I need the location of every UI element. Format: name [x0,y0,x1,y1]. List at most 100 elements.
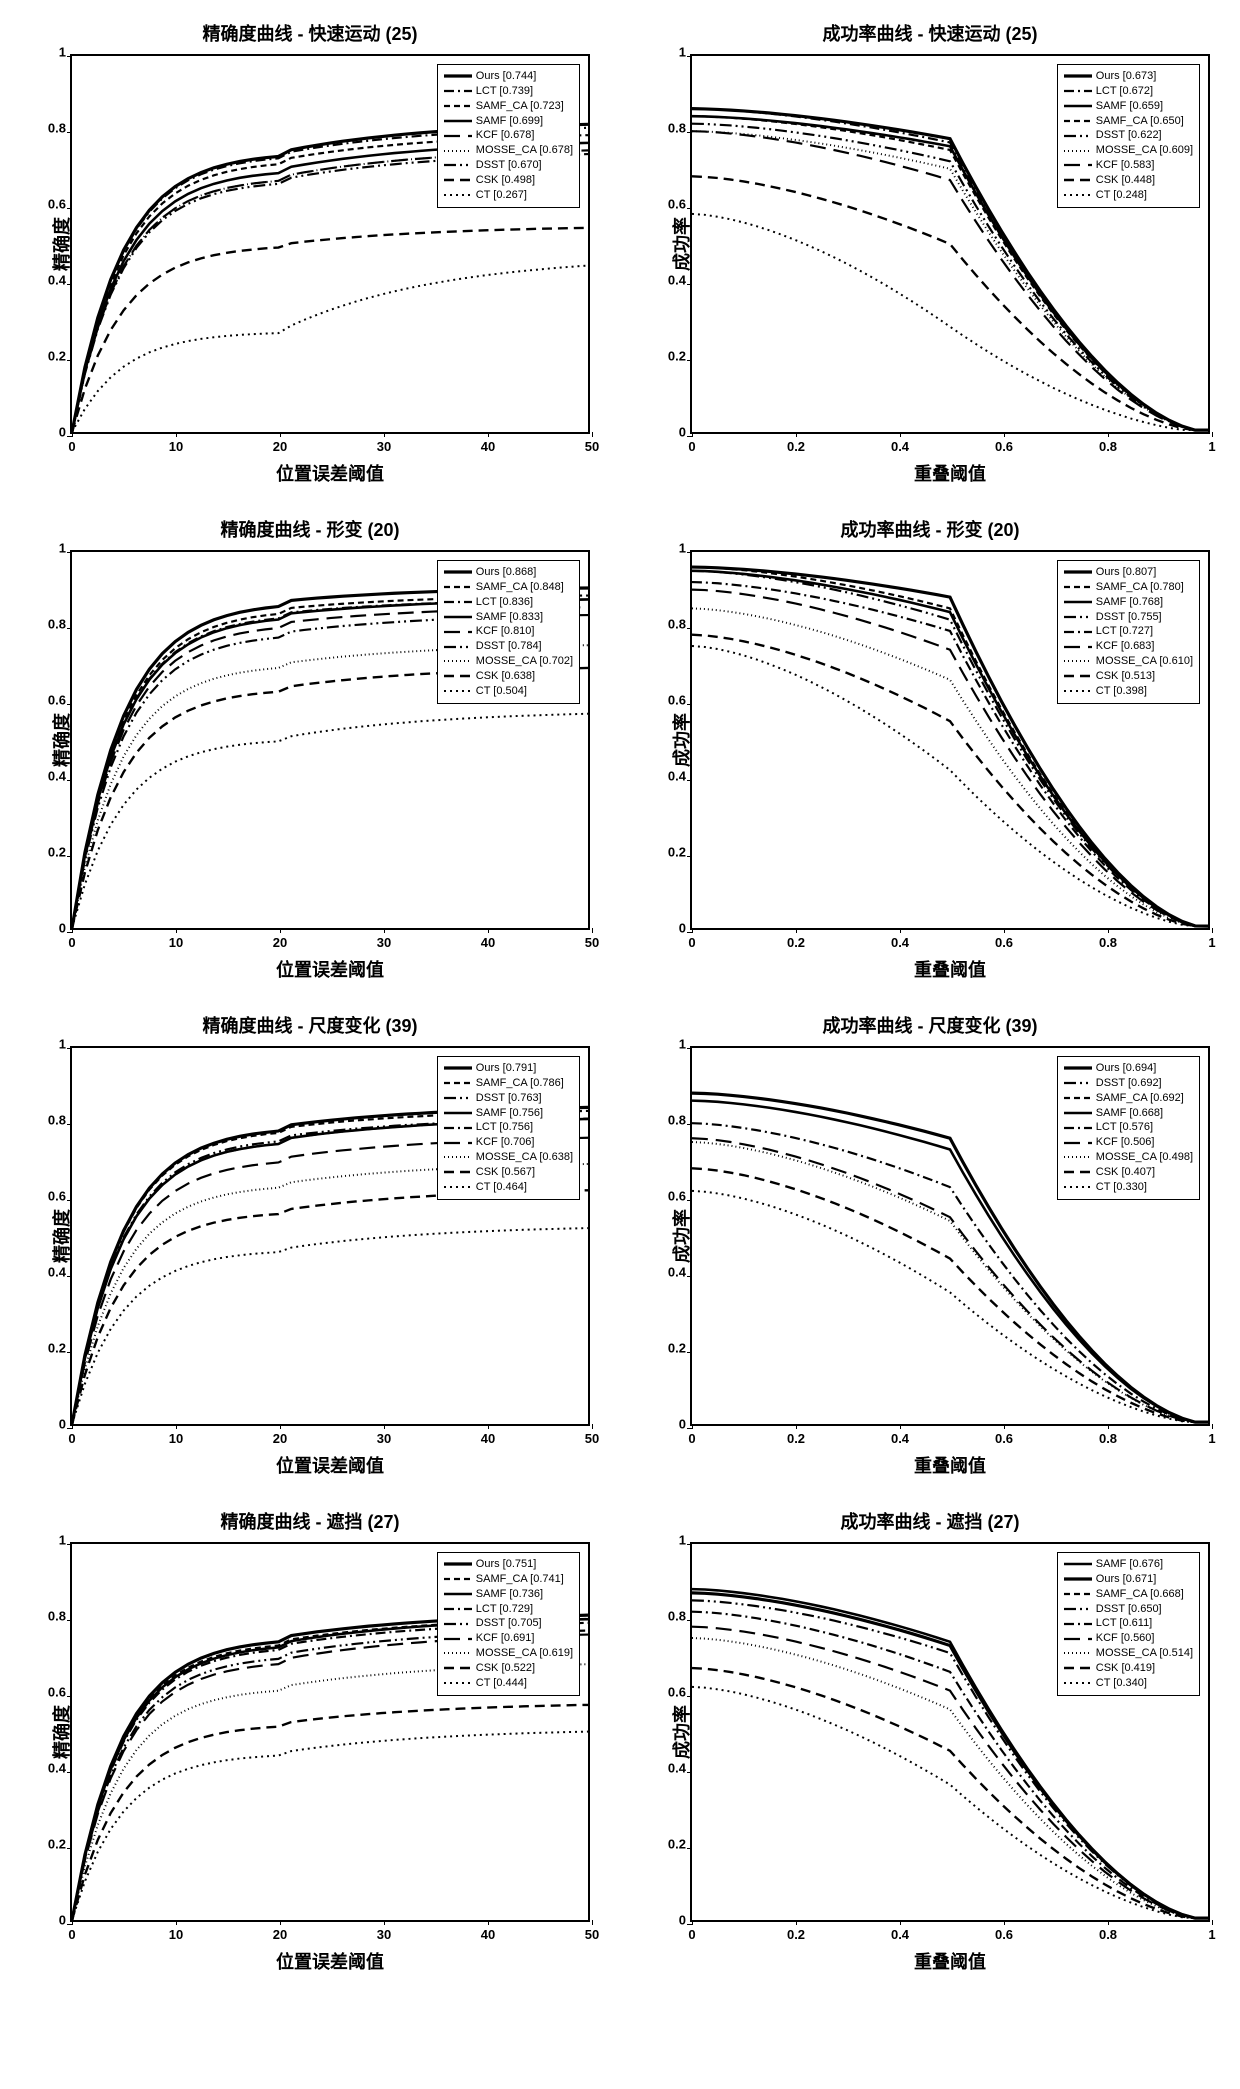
x-tick: 0 [68,1431,75,1446]
legend-item: MOSSE_CA [0.678] [444,143,573,158]
legend-swatch [444,159,472,171]
legend-item: CT [0.398] [1064,684,1193,699]
y-tick: 0.4 [658,1265,686,1280]
legend-swatch [444,1151,472,1163]
legend: Ours [0.744]LCT [0.739]SAMF_CA [0.723]SA… [437,64,580,208]
legend-label: KCF [0.683] [1096,639,1155,654]
legend-swatch [1064,70,1092,82]
legend-label: CT [0.504] [476,684,527,699]
legend-label: SAMF [0.756] [476,1106,543,1121]
legend-label: SAMF_CA [0.692] [1096,1091,1184,1106]
legend-swatch [444,1633,472,1645]
legend-item: LCT [0.727] [1064,624,1193,639]
legend-label: MOSSE_CA [0.514] [1096,1646,1193,1661]
x-tick: 0.4 [891,1431,909,1446]
y-tick: 0.2 [658,349,686,364]
y-tick: 1 [38,1533,66,1548]
legend-label: KCF [0.810] [476,624,535,639]
x-tick: 0 [688,1431,695,1446]
legend-item: DSST [0.705] [444,1616,573,1631]
legend-label: MOSSE_CA [0.610] [1096,654,1193,669]
legend-label: SAMF [0.768] [1096,595,1163,610]
legend-item: KCF [0.506] [1064,1135,1193,1150]
chart-title: 精确度曲线 - 形变 (20) [20,516,600,542]
legend-item: Ours [0.744] [444,69,573,84]
chart-title: 精确度曲线 - 尺度变化 (39) [20,1012,600,1038]
curve-csk [72,1190,588,1424]
legend-swatch [444,1677,472,1689]
legend-swatch [444,70,472,82]
legend-swatch [1064,1677,1092,1689]
x-tick: 30 [377,1927,391,1942]
legend-swatch [444,1122,472,1134]
y-tick: 0.8 [38,617,66,632]
plot-area: 成功率00.20.40.60.8100.20.40.60.81Ours [0.6… [690,54,1210,434]
x-tick: 0 [68,1927,75,1942]
legend-label: CSK [0.522] [476,1661,535,1676]
legend-item: DSST [0.763] [444,1091,573,1106]
legend-swatch [444,85,472,97]
legend-swatch [1064,1181,1092,1193]
legend-label: Ours [0.868] [476,565,537,580]
chart-r4c1: 精确度曲线 - 遮挡 (27)精确度0102030405000.20.40.60… [20,1508,600,1974]
legend-item: SAMF_CA [0.848] [444,580,573,595]
legend-swatch [1064,1588,1092,1600]
legend-item: SAMF [0.699] [444,114,573,129]
curve-csk [72,1705,588,1920]
x-tick: 20 [273,1927,287,1942]
legend-item: SAMF_CA [0.741] [444,1572,573,1587]
legend-item: SAMF [0.676] [1064,1557,1193,1572]
legend-swatch [444,145,472,157]
y-tick: 0.4 [38,1761,66,1776]
legend-item: LCT [0.836] [444,595,573,610]
y-tick: 0 [38,1913,66,1928]
legend-label: CSK [0.638] [476,669,535,684]
x-tick: 10 [169,1431,183,1446]
y-tick: 0.4 [658,273,686,288]
legend: Ours [0.694]DSST [0.692]SAMF_CA [0.692]S… [1057,1056,1200,1200]
legend-swatch [1064,596,1092,608]
y-axis-label: 成功率 [668,1209,694,1263]
x-tick: 1 [1208,1431,1215,1446]
legend-item: SAMF [0.833] [444,610,573,625]
legend-label: CSK [0.513] [1096,669,1155,684]
legend: Ours [0.868]SAMF_CA [0.848]LCT [0.836]SA… [437,560,580,704]
x-tick: 0 [68,935,75,950]
legend: Ours [0.791]SAMF_CA [0.786]DSST [0.763]S… [437,1056,580,1200]
legend-item: CSK [0.419] [1064,1661,1193,1676]
legend-item: CT [0.504] [444,684,573,699]
legend-item: KCF [0.560] [1064,1631,1193,1646]
legend-item: CSK [0.567] [444,1165,573,1180]
legend-label: SAMF_CA [0.786] [476,1076,564,1091]
legend-item: MOSSE_CA [0.638] [444,1150,573,1165]
legend-item: CT [0.340] [1064,1676,1193,1691]
legend-swatch [1064,1573,1092,1585]
legend: Ours [0.673]LCT [0.672]SAMF [0.659]SAMF_… [1057,64,1200,208]
x-tick: 30 [377,1431,391,1446]
legend-label: SAMF [0.676] [1096,1557,1163,1572]
y-tick: 1 [38,541,66,556]
legend-swatch [444,189,472,201]
legend-label: Ours [0.744] [476,69,537,84]
legend-swatch [444,1062,472,1074]
legend: Ours [0.807]SAMF_CA [0.780]SAMF [0.768]D… [1057,560,1200,704]
charts-grid: 精确度曲线 - 快速运动 (25)精确度0102030405000.20.40.… [20,20,1220,1974]
chart-r1c2: 成功率曲线 - 快速运动 (25)成功率00.20.40.60.8100.20.… [640,20,1220,486]
curve-ct [72,714,588,928]
legend-item: KCF [0.683] [1064,639,1193,654]
x-tick: 0.8 [1099,439,1117,454]
y-tick: 0.6 [658,1685,686,1700]
x-axis-label: 重叠阈值 [690,460,1210,486]
legend-item: SAMF_CA [0.786] [444,1076,573,1091]
legend-item: SAMF [0.768] [1064,595,1193,610]
legend-label: MOSSE_CA [0.638] [476,1150,573,1165]
curve-csk [72,228,588,432]
legend-item: KCF [0.706] [444,1135,573,1150]
legend-label: CT [0.267] [476,188,527,203]
y-tick: 1 [38,45,66,60]
legend-label: SAMF_CA [0.741] [476,1572,564,1587]
legend-label: KCF [0.583] [1096,158,1155,173]
x-tick: 1 [1208,1927,1215,1942]
legend-label: LCT [0.756] [476,1120,533,1135]
x-tick: 0.4 [891,935,909,950]
